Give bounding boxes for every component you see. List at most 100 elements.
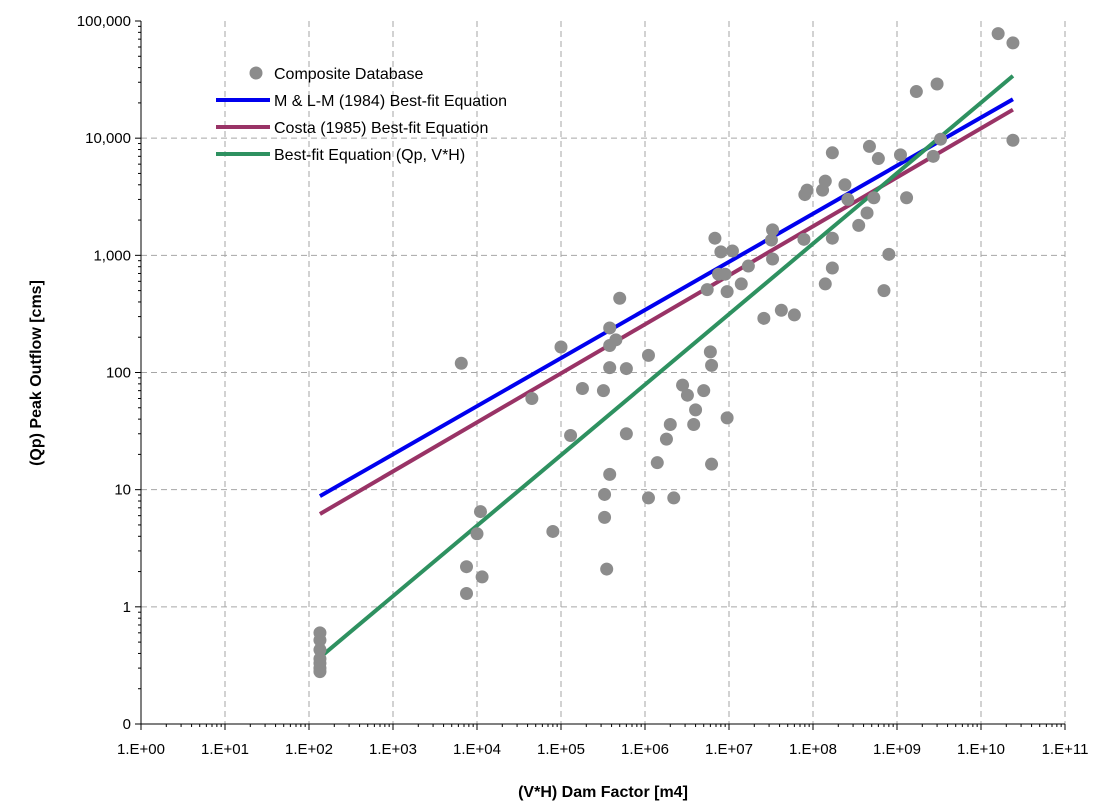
y-tick-label: 1 xyxy=(123,599,131,616)
data-point xyxy=(900,191,914,205)
data-point xyxy=(689,403,703,417)
data-point xyxy=(546,524,560,538)
data-point xyxy=(818,277,832,291)
data-point xyxy=(641,348,655,362)
data-point xyxy=(525,391,539,405)
data-point xyxy=(720,411,734,425)
data-point xyxy=(800,183,814,197)
data-point xyxy=(860,206,874,220)
data-point xyxy=(603,321,617,335)
legend-label-points: Composite Database xyxy=(274,66,424,83)
x-tick-label: 1.E+07 xyxy=(705,741,753,758)
data-point xyxy=(774,303,788,317)
data-point xyxy=(600,562,614,576)
data-point xyxy=(852,218,866,232)
grid-lines xyxy=(141,21,1066,724)
data-point xyxy=(734,277,748,291)
data-point xyxy=(575,382,589,396)
y-axis-title: (Qp) Peak Outflow [cms] xyxy=(28,280,45,466)
axes xyxy=(135,20,1066,730)
data-point xyxy=(893,148,907,162)
x-tick-label: 1.E+01 xyxy=(201,741,249,758)
data-point xyxy=(705,457,719,471)
legend-label-ml: M & L-M (1984) Best-fit Equation xyxy=(274,93,507,110)
data-point xyxy=(460,560,474,574)
data-point xyxy=(757,311,771,325)
y-tick-label: 10 xyxy=(114,482,131,499)
data-point xyxy=(603,467,617,481)
data-point xyxy=(705,358,719,372)
data-point xyxy=(619,362,633,376)
data-point xyxy=(609,333,623,347)
data-point xyxy=(825,231,839,245)
data-point xyxy=(718,267,732,281)
data-point xyxy=(554,340,568,354)
x-tick-label: 1.E+11 xyxy=(1042,741,1089,758)
data-point xyxy=(473,505,487,519)
data-point xyxy=(619,427,633,441)
data-point xyxy=(313,665,327,679)
legend: Composite Database M & L-M (1984) Best-fi… xyxy=(216,66,507,164)
data-point xyxy=(991,27,1005,41)
data-point xyxy=(934,132,948,146)
y-tick-label: 1,000 xyxy=(93,247,131,264)
data-point xyxy=(663,417,677,431)
data-point xyxy=(598,487,612,501)
data-point xyxy=(460,586,474,600)
x-tick-label: 1.E+03 xyxy=(369,741,417,758)
data-point xyxy=(598,510,612,524)
data-point xyxy=(475,570,489,584)
series-line-costa xyxy=(318,107,1014,516)
data-point xyxy=(841,192,855,206)
data-point xyxy=(596,384,610,398)
data-point xyxy=(867,191,881,205)
x-tick-label: 1.E+04 xyxy=(453,741,501,758)
data-point xyxy=(838,178,852,192)
x-tick-label: 1.E+00 xyxy=(117,741,165,758)
data-point xyxy=(650,456,664,470)
data-point xyxy=(714,245,728,259)
x-tick-label: 1.E+09 xyxy=(873,741,921,758)
data-point xyxy=(313,633,327,647)
data-point xyxy=(697,384,711,398)
data-point xyxy=(741,259,755,273)
x-tick-label: 1.E+06 xyxy=(621,741,669,758)
data-point xyxy=(720,285,734,299)
y-tick-label: 0 xyxy=(123,716,131,733)
data-point xyxy=(1006,133,1020,147)
data-point xyxy=(818,174,832,188)
data-point xyxy=(613,291,627,305)
data-point xyxy=(871,152,885,166)
data-point xyxy=(454,356,468,370)
x-tick-label: 1.E+08 xyxy=(789,741,837,758)
data-point xyxy=(313,643,327,657)
data-point xyxy=(641,491,655,505)
data-point xyxy=(825,261,839,275)
y-tick-label: 10,000 xyxy=(85,130,131,147)
data-point xyxy=(700,283,714,297)
x-axis-title: (V*H) Dam Factor [m4] xyxy=(518,784,688,801)
data-point xyxy=(797,232,811,246)
data-point xyxy=(1006,36,1020,50)
x-tick-label: 1.E+02 xyxy=(285,741,333,758)
data-point xyxy=(659,432,673,446)
legend-label-bestfit: Best-fit Equation (Qp, V*H) xyxy=(274,147,465,164)
data-point xyxy=(930,77,944,91)
y-tick-label: 100,000 xyxy=(77,13,131,30)
x-tick-label: 1.E+05 xyxy=(537,741,585,758)
series-line-ml xyxy=(318,97,1014,498)
series-lines xyxy=(318,74,1015,659)
data-point xyxy=(862,139,876,153)
data-point xyxy=(825,146,839,160)
data-point xyxy=(764,233,778,247)
tick-labels: 1.E+00 1.E+01 1.E+02 1.E+03 1.E+04 1.E+05 1.E+… xyxy=(77,13,1089,758)
data-point xyxy=(676,378,690,392)
data-point xyxy=(470,527,484,541)
scatter-points xyxy=(313,27,1020,679)
data-point xyxy=(725,244,739,258)
data-point xyxy=(687,417,701,431)
data-point xyxy=(766,223,780,237)
x-tick-label: 1.E+10 xyxy=(957,741,1005,758)
data-point xyxy=(882,247,896,261)
